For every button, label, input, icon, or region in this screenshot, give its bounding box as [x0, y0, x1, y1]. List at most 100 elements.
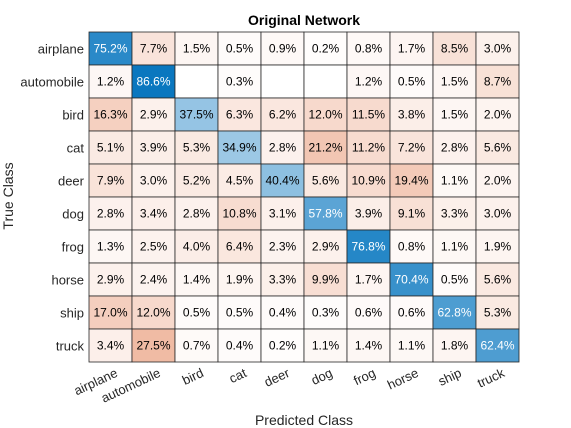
cell-value-label: 0.2% [269, 339, 297, 353]
cell-value-label: 37.5% [179, 108, 213, 122]
cell-value-label: 1.2% [355, 75, 383, 89]
cell-value-label: 2.5% [140, 240, 168, 254]
cell-value-label: 2.8% [97, 207, 125, 221]
cell-value-label: 7.9% [97, 174, 125, 188]
cell-value-label: 0.5% [441, 273, 469, 287]
cell-value-label: 3.0% [484, 42, 512, 56]
cell-value-label: 5.1% [97, 141, 125, 155]
row-tick-label: deer [58, 174, 85, 189]
cell-value-label: 34.9% [222, 141, 256, 155]
cell-value-label: 0.8% [355, 42, 383, 56]
cell-bird-dog [303, 97, 348, 132]
cell-value-label: 1.4% [355, 339, 383, 353]
cell-value-label: 12.0% [136, 306, 170, 320]
cell-value-label: 5.6% [484, 273, 512, 287]
column-tick-label: ship [436, 365, 464, 389]
cell-horse-automobile [131, 262, 176, 297]
cell-truck-airplane [88, 328, 133, 363]
cell-bird-automobile [131, 97, 176, 132]
cell-value-label: 1.4% [183, 273, 211, 287]
cell-value-label: 1.7% [355, 273, 383, 287]
row-tick-label: bird [62, 108, 84, 123]
cell-value-label: 6.4% [226, 240, 254, 254]
cell-cat-cat [217, 130, 262, 165]
cell-value-label: 2.8% [183, 207, 211, 221]
cell-value-label: 3.1% [269, 207, 297, 221]
row-tick-labels: airplane automobile bird cat deer dog frog hors… [20, 42, 84, 354]
cell-value-label: 1.7% [398, 42, 426, 56]
cell-value-label: 19.4% [394, 174, 428, 188]
cell-value-label: 0.3% [226, 75, 254, 89]
cell-horse-deer [260, 262, 305, 297]
cell-bird-deer [260, 97, 305, 132]
cell-value-label: 17.0% [93, 306, 127, 320]
cell-value-label: 5.3% [484, 306, 512, 320]
cell-horse-bird [174, 262, 219, 297]
cell-bird-airplane [88, 97, 133, 132]
cell-frog-truck [475, 229, 520, 264]
cell-dog-automobile [131, 196, 176, 231]
cell-value-label: 3.8% [398, 108, 426, 122]
cell-deer-truck [475, 163, 520, 198]
cell-value-label: 75.2% [93, 42, 127, 56]
cell-value-label: 10.8% [222, 207, 256, 221]
cell-horse-horse [389, 262, 434, 297]
cell-truck-ship [432, 328, 477, 363]
cell-automobile-truck [475, 64, 520, 99]
cell-truck-cat [217, 328, 262, 363]
cell-value-label: 0.3% [312, 306, 340, 320]
cell-value-label: 4.5% [226, 174, 254, 188]
cell-value-label: 1.9% [226, 273, 254, 287]
cell-value-label: 62.8% [437, 306, 471, 320]
cell-bird-bird [174, 97, 219, 132]
cell-value-label: 1.2% [97, 75, 125, 89]
cell-deer-automobile [131, 163, 176, 198]
cell-value-label: 5.6% [484, 141, 512, 155]
cell-truck-automobile [131, 328, 176, 363]
cell-value-label: 0.5% [183, 306, 211, 320]
cell-value-label: 1.5% [441, 75, 469, 89]
cell-value-label: 1.1% [441, 174, 469, 188]
cell-deer-ship [432, 163, 477, 198]
chart-title: Original Network [248, 12, 360, 28]
cell-dog-airplane [88, 196, 133, 231]
cell-value-label: 2.9% [140, 108, 168, 122]
cell-frog-frog [346, 229, 391, 264]
cell-value-label: 2.4% [140, 273, 168, 287]
row-tick-label: automobile [20, 75, 84, 90]
cell-value-label: 40.4% [265, 174, 299, 188]
cell-value-label: 2.3% [269, 240, 297, 254]
cell-dog-dog [303, 196, 348, 231]
cell-automobile-deer [260, 64, 305, 99]
cell-value-label: 1.3% [97, 240, 125, 254]
column-tick-label: horse [385, 365, 421, 392]
row-tick-label: horse [51, 273, 84, 288]
cell-value-label: 0.6% [355, 306, 383, 320]
cell-cat-ship [432, 130, 477, 165]
cell-ship-truck [475, 295, 520, 330]
cell-dog-cat [217, 196, 262, 231]
cell-value-label: 57.8% [308, 207, 342, 221]
row-tick-label: dog [62, 207, 84, 222]
y-axis-label: True Class [0, 162, 16, 229]
cell-airplane-airplane [88, 31, 133, 66]
cell-value-label: 1.5% [441, 108, 469, 122]
column-tick-label: deer [262, 365, 293, 390]
cell-value-label: 3.9% [355, 207, 383, 221]
cell-horse-airplane [88, 262, 133, 297]
cell-value-label: 0.4% [226, 339, 254, 353]
cell-value-label: 3.9% [140, 141, 168, 155]
cell-value-label: 1.9% [484, 240, 512, 254]
cell-value-label: 4.0% [183, 240, 211, 254]
cell-airplane-horse [389, 31, 434, 66]
cell-value-label: 1.1% [398, 339, 426, 353]
cell-value-label: 2.0% [484, 174, 512, 188]
cell-value-label: 0.5% [398, 75, 426, 89]
cell-frog-automobile [131, 229, 176, 264]
cell-value-label: 8.7% [484, 75, 512, 89]
cell-value-label: 62.4% [480, 339, 514, 353]
cell-value-label: 7.2% [398, 141, 426, 155]
cell-horse-truck [475, 262, 520, 297]
